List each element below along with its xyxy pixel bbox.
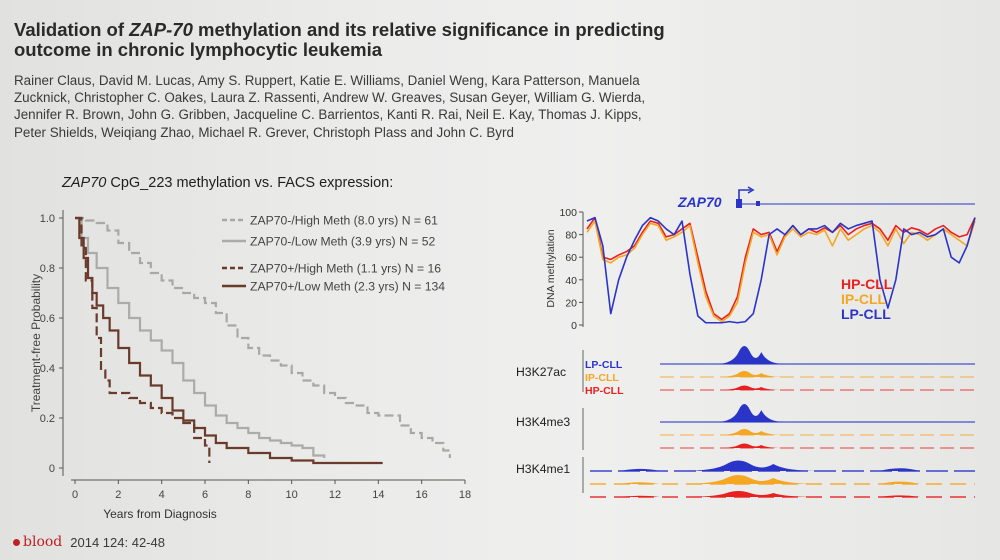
track-label-h3k4me3: H3K4me3: [516, 415, 570, 429]
x-tick-label: 2: [115, 489, 121, 501]
y-tick-label: 0: [571, 320, 577, 332]
track-label-h3k4me1: H3K4me1: [516, 462, 570, 476]
x-tick-label: 18: [459, 489, 471, 501]
signal-peak: [680, 461, 820, 472]
y-tick-label: 0.2: [40, 413, 55, 425]
x-tick-label: 10: [286, 489, 298, 501]
series-line-2: [75, 218, 324, 458]
methylation-line-lp-cll: [587, 218, 975, 323]
track-sample-lp-cll: LP-CLL: [585, 359, 623, 371]
x-tick-label: 0: [72, 489, 78, 501]
x-tick-label: 12: [329, 489, 341, 501]
y-tick-label: 100: [559, 207, 577, 219]
signal-peak: [620, 469, 660, 471]
track-sample-hp-cll: HP-CLL: [585, 385, 624, 397]
signal-peak: [880, 482, 920, 484]
y-tick-label: 0: [49, 463, 55, 475]
legend-hp-cll: HP-CLL: [841, 276, 893, 292]
blood-drop-icon: [13, 539, 20, 546]
signal-peak: [620, 482, 660, 484]
blood-logo: blood: [13, 534, 62, 550]
tss-arrowhead-icon: [748, 187, 753, 193]
x-tick-label: 4: [159, 489, 165, 501]
y-axis-label: DNA methylation: [545, 229, 557, 307]
legend-label-3: ZAP70+/High Meth (1.1 yrs) N = 16: [250, 262, 441, 276]
signal-peak: [716, 429, 784, 435]
legend-label-1: ZAP70-/High Meth (8.0 yrs) N = 61: [250, 214, 438, 228]
x-tick-label: 8: [245, 489, 251, 501]
signal-peak: [680, 491, 820, 497]
signal-peak: [680, 475, 820, 484]
methylation-line-ip-cll: [587, 221, 975, 322]
track-sample-ip-cll: IP-CLL: [585, 372, 619, 384]
y-tick-label: 40: [565, 275, 577, 287]
signal-peak: [880, 495, 920, 497]
exon-block: [736, 199, 742, 208]
signal-peak: [880, 468, 920, 471]
track-label-h3k27ac: H3K27ac: [516, 365, 566, 379]
signal-peak: [716, 404, 784, 422]
y-tick-label: 20: [565, 297, 577, 309]
signal-peak: [716, 386, 784, 391]
signal-peak: [716, 371, 784, 377]
series-line-1: [75, 218, 450, 458]
y-tick-label: 1.0: [40, 213, 55, 225]
legend-label-2: ZAP70-/Low Meth (3.9 yrs) N = 52: [250, 235, 435, 249]
signal-peak: [716, 346, 784, 364]
exon-block: [756, 201, 760, 206]
citation-footer: blood 2014 124: 42-48: [13, 532, 165, 552]
figure-subtitle: ZAP70 CpG_223 methylation vs. FACS expre…: [62, 175, 393, 191]
legend-lp-cll: LP-CLL: [841, 306, 891, 322]
x-tick-label: 6: [202, 489, 208, 501]
y-tick-label: 0.8: [40, 263, 55, 275]
x-axis-label: Years from Diagnosis: [103, 507, 217, 521]
signal-peak: [620, 496, 660, 497]
author-list: Rainer Claus, David M. Lucas, Amy S. Rup…: [14, 72, 674, 141]
legend-label-4: ZAP70+/Low Meth (2.3 yrs) N = 134: [250, 280, 445, 294]
signal-peak: [716, 444, 784, 449]
y-tick-label: 80: [565, 230, 577, 242]
x-tick-label: 16: [416, 489, 428, 501]
tss-arrow-icon: [739, 190, 751, 199]
series-line-3: [75, 218, 209, 463]
methylation-line-hp-cll: [587, 218, 975, 320]
citation-text: 2014 124: 42-48: [70, 535, 165, 550]
legend-ip-cll: IP-CLL: [841, 291, 887, 307]
x-tick-label: 14: [372, 489, 384, 501]
y-tick-label: 60: [565, 252, 577, 264]
gene-name: ZAP70: [677, 194, 722, 210]
slide-title: Validation of ZAP-70 methylation and its…: [14, 20, 714, 60]
series-line-4: [75, 218, 383, 463]
slide: Validation of ZAP-70 methylation and its…: [0, 0, 1000, 560]
y-axis-label: Treatment-free Probability: [29, 274, 43, 412]
